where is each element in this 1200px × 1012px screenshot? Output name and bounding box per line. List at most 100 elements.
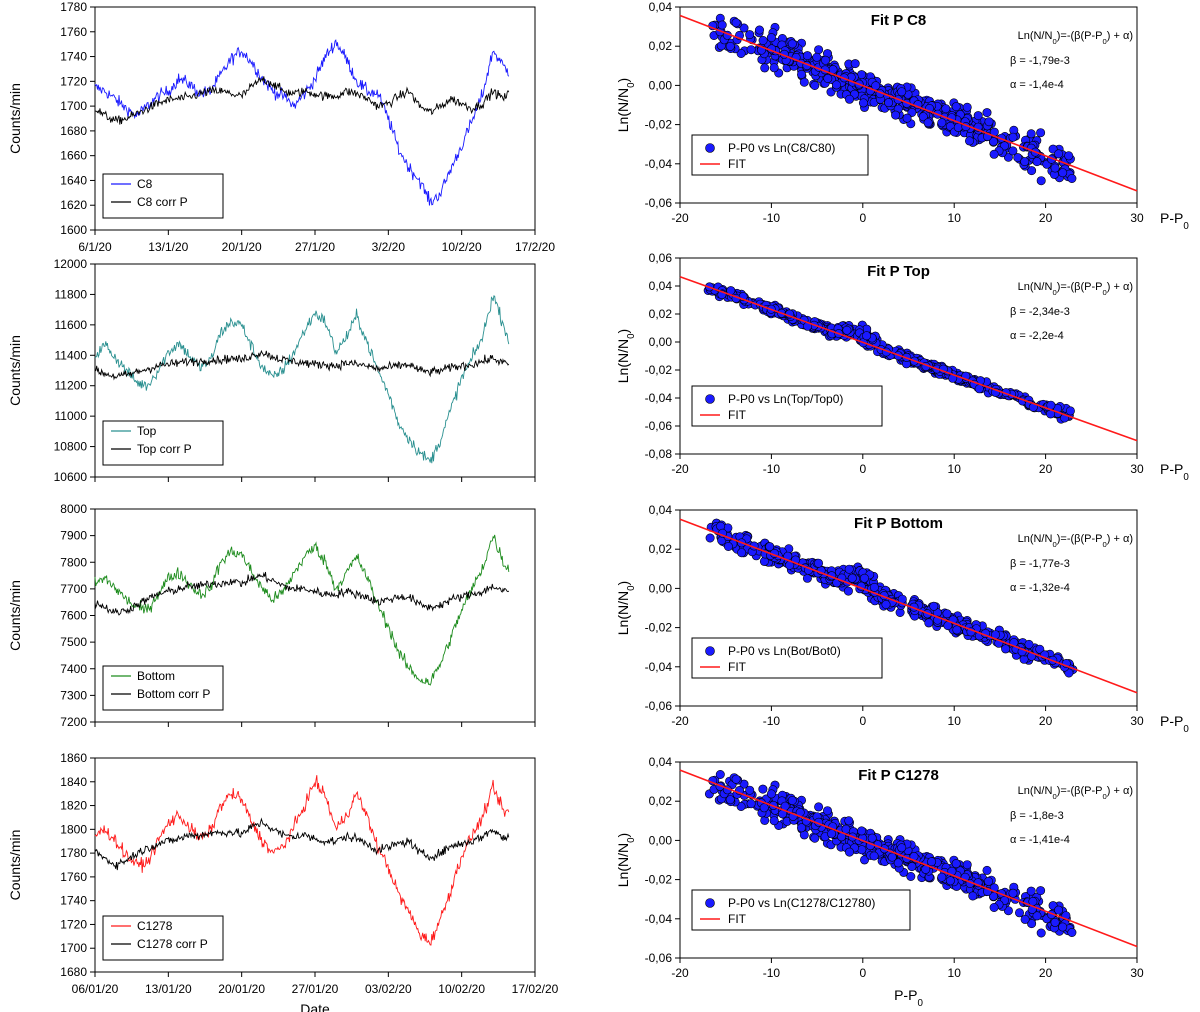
legend-entry-scatter: P-P0 vs Ln(C1278/C12780) bbox=[728, 896, 875, 910]
beta-value: β = -1,77e-3 bbox=[1010, 558, 1070, 570]
scatter-point bbox=[1019, 654, 1029, 664]
scatter-point bbox=[844, 847, 854, 857]
scatter-point bbox=[962, 860, 972, 870]
y-tick-label: 0,04 bbox=[649, 755, 673, 769]
scatter-point bbox=[1001, 644, 1011, 654]
legend: P-P0 vs Ln(C8/C80) FIT bbox=[691, 134, 869, 176]
scatter-point bbox=[725, 795, 735, 805]
y-tick-label: 1720 bbox=[60, 74, 87, 88]
scatter-point bbox=[1027, 166, 1037, 176]
fit-panel-fit_bottom: -0,06 -0,04 -0,02 0,00 0,02 0,04 -20 -10 0 10 20 30… bbox=[615, 503, 1189, 735]
y-tick-label: 7500 bbox=[60, 635, 87, 649]
x-axis-label: P-P0 bbox=[1160, 461, 1189, 483]
legend-box bbox=[102, 915, 224, 961]
scatter-point bbox=[1065, 406, 1075, 416]
legend: C1278 C1278 corr P bbox=[102, 915, 224, 961]
y-tick-label: -0,04 bbox=[645, 912, 673, 926]
scatter-point bbox=[982, 865, 992, 875]
scatter-point bbox=[787, 795, 797, 805]
y-tick-label: -0,08 bbox=[645, 447, 673, 461]
x-tick-label: 10 bbox=[948, 211, 962, 225]
scatter-point bbox=[887, 852, 897, 862]
y-tick-label: 7700 bbox=[60, 582, 87, 596]
scatter-point bbox=[982, 108, 992, 118]
series-line-bottom-corr-p bbox=[94, 571, 510, 616]
scatter-point bbox=[736, 48, 746, 58]
y-tick-label: 1700 bbox=[60, 99, 87, 113]
scatter-point bbox=[1036, 886, 1046, 896]
scatter-point bbox=[731, 774, 741, 784]
legend-entry-scatter: P-P0 vs Ln(Bot/Bot0) bbox=[728, 644, 841, 658]
plot-frame bbox=[679, 257, 1138, 455]
y-tick-label: 1800 bbox=[60, 822, 87, 836]
y-tick-label: 1700 bbox=[60, 941, 87, 955]
x-tick-label: 0 bbox=[859, 211, 866, 225]
beta-value: β = -1,8e-3 bbox=[1010, 810, 1064, 822]
chart-title: Fit P C1278 bbox=[858, 767, 939, 784]
fit-panel-fit_c1278: -0,06 -0,04 -0,02 0,00 0,02 0,04 -20 -10 0 10 20 30… bbox=[615, 755, 1144, 1009]
alpha-value: α = -1,4e-4 bbox=[1010, 79, 1064, 91]
x-tick-label: 17/02/20 bbox=[512, 982, 559, 996]
y-axis-label: Counts/min bbox=[7, 580, 23, 651]
scatter-point bbox=[810, 81, 820, 91]
timeseries-panel-ts_c8: 1600 1620 1640 1660 1680 1700 1720 1740 1760 1780… bbox=[7, 0, 555, 254]
scatter-point bbox=[1054, 905, 1064, 915]
scatter-point bbox=[759, 803, 769, 813]
series-line-top-corr-p bbox=[94, 349, 510, 381]
scatter-point bbox=[1067, 927, 1077, 937]
scatter-point bbox=[827, 829, 837, 839]
scatter-point bbox=[802, 51, 812, 61]
fit-equation: Ln(N/N0)=-(β(P-P0) + α) bbox=[1018, 785, 1133, 801]
scatter-point bbox=[857, 826, 867, 836]
scatter-point bbox=[737, 548, 747, 558]
y-tick-label: -0,06 bbox=[645, 419, 673, 433]
scatter-point bbox=[1014, 908, 1024, 918]
series-line-bottom bbox=[94, 534, 510, 686]
scatter-point bbox=[847, 573, 857, 583]
legend-box bbox=[102, 420, 224, 466]
x-tick-label: 30 bbox=[1130, 966, 1144, 980]
y-axis-label: Ln(N/N0) bbox=[615, 78, 637, 132]
legend-swatch-scatter bbox=[705, 646, 715, 656]
y-tick-label: -0,02 bbox=[645, 621, 673, 635]
scatter-point bbox=[715, 769, 725, 779]
scatter-point bbox=[705, 533, 715, 543]
series-line-c8-corr-p bbox=[94, 76, 510, 125]
scatter-point bbox=[884, 98, 894, 108]
chart-title: Fit P C8 bbox=[871, 12, 927, 29]
x-tick-label: -20 bbox=[671, 462, 689, 476]
x-tick-label: 17/2/20 bbox=[515, 240, 555, 254]
timeseries-panel-ts_bottom: 7200 7300 7400 7500 7600 7700 7800 7900 8000 Coun… bbox=[7, 502, 536, 729]
scatter-point bbox=[988, 137, 998, 147]
fit-equation: Ln(N/N0)=-(β(P-P0) + α) bbox=[1018, 281, 1133, 297]
legend-entry: C1278 corr P bbox=[137, 937, 208, 951]
x-tick-label: 10 bbox=[948, 714, 962, 728]
y-tick-label: 10600 bbox=[54, 470, 88, 484]
scatter-point bbox=[844, 816, 854, 826]
y-tick-label: 0,04 bbox=[649, 0, 673, 14]
scatter-point bbox=[1036, 176, 1046, 186]
x-tick-label: -20 bbox=[671, 211, 689, 225]
scatter-point bbox=[924, 618, 934, 628]
legend-box bbox=[102, 173, 224, 219]
legend-entry: Top bbox=[137, 424, 157, 438]
scatter-point bbox=[746, 799, 756, 809]
x-tick-label: 3/2/20 bbox=[372, 240, 406, 254]
y-tick-label: -0,06 bbox=[645, 951, 673, 965]
scatter-point bbox=[850, 59, 860, 69]
y-tick-label: 1820 bbox=[60, 799, 87, 813]
fit-equation: Ln(N/N0)=-(β(P-P0) + α) bbox=[1018, 30, 1133, 46]
y-tick-label: 0,02 bbox=[649, 542, 673, 556]
fit-equation: Ln(N/N0)=-(β(P-P0) + α) bbox=[1018, 533, 1133, 549]
legend: P-P0 vs Ln(Top/Top0) FIT bbox=[691, 385, 883, 427]
scatter-point bbox=[1032, 911, 1042, 921]
scatter-point bbox=[952, 625, 962, 635]
scatter-point bbox=[1036, 128, 1046, 138]
scatter-point bbox=[927, 857, 937, 867]
scatter-point bbox=[951, 859, 961, 869]
scatter-point bbox=[814, 45, 824, 55]
y-tick-label: 11800 bbox=[55, 287, 88, 301]
plot-frame bbox=[679, 6, 1138, 204]
legend-entry-fit: FIT bbox=[728, 408, 747, 422]
